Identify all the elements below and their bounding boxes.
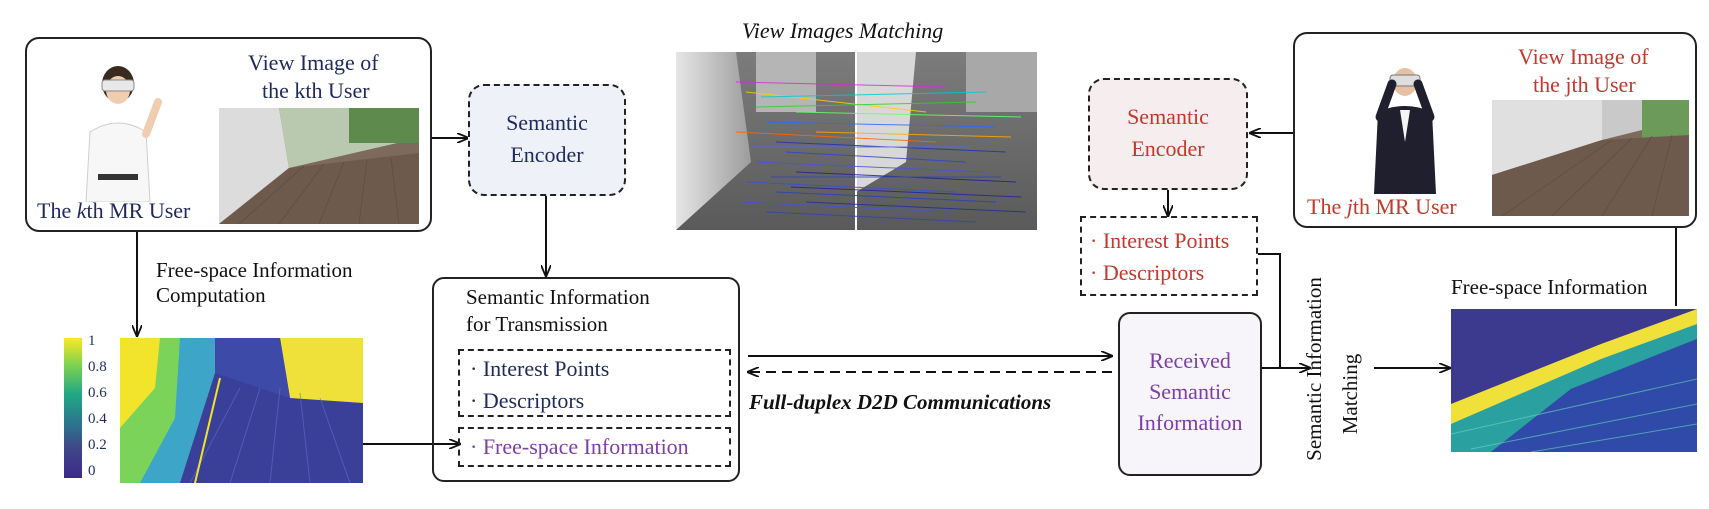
colorbar-tick-label: 0.6 [88, 385, 107, 401]
kth-user-figure [68, 62, 168, 203]
encoder-left-line2: Encoder [510, 142, 584, 167]
kth-user-panel [25, 37, 432, 232]
kth-view-image [219, 108, 419, 224]
transmission-item-freespace: · Free-space Information [470, 434, 689, 459]
colorbar-tick-label: 0 [88, 463, 96, 479]
transmission-title-line1: Semantic Information [466, 285, 650, 309]
received-line1: Received [1149, 348, 1231, 373]
freespace-computation-line1: Free-space Information [156, 258, 353, 282]
transmission-panel [432, 277, 740, 482]
right-item-descriptors: · Descriptors [1090, 260, 1205, 285]
transmission-item-descriptors: · Descriptors [470, 388, 585, 413]
jth-view-title-line1: View Image of [1518, 44, 1649, 69]
colorbar-tick-label: 1 [88, 333, 96, 349]
colorbar [64, 338, 82, 478]
matching-image-drawing [676, 52, 1037, 230]
jth-user-panel [1293, 32, 1697, 228]
matching-label: Semantic Information Matching [1282, 272, 1402, 466]
colorbar-tick-label: 0.2 [88, 437, 107, 453]
d2d-label: Full-duplex D2D Communications [749, 390, 1052, 414]
jth-view-title-line2: the jth User [1533, 72, 1636, 97]
matching-image [676, 52, 1037, 230]
jth-heatmap-drawing [1451, 309, 1697, 452]
freespace-computation-line2: Computation [156, 283, 266, 307]
woman-mr-headset-icon [85, 66, 162, 203]
freespace-output-title: Free-space Information [1451, 275, 1648, 299]
man-mr-headset-icon [1374, 68, 1436, 194]
transmission-points-group [458, 349, 731, 417]
kth-user-label-post: th MR User [86, 198, 191, 223]
kth-freespace-heatmap [120, 338, 363, 483]
jth-user-label: The jth MR User [1307, 196, 1457, 218]
encoder-right-line2: Encoder [1131, 136, 1205, 161]
right-points-group [1080, 216, 1258, 296]
kth-view-title-line1: View Image of [248, 50, 379, 75]
kth-heatmap-drawing [120, 338, 363, 483]
matching-line1: Semantic Information [1302, 277, 1326, 461]
colorbar-tick-label: 0.4 [88, 411, 107, 427]
received-line2: Semantic [1149, 379, 1231, 404]
kth-user-label-pre: The [37, 198, 77, 223]
kth-corridor-photo [219, 108, 419, 224]
received-semantic-panel [1118, 312, 1262, 476]
semantic-encoder-left [468, 84, 626, 196]
encoder-left-line1: Semantic [506, 110, 588, 135]
kth-view-title-line2: the kth User [262, 78, 370, 103]
right-item-interest-points: · Interest Points [1090, 228, 1230, 253]
kth-user-label: The kth MR User [37, 200, 190, 222]
kth-user-label-italic: k [76, 198, 87, 223]
jth-freespace-heatmap [1451, 309, 1697, 452]
transmission-item-interest-points: · Interest Points [470, 356, 610, 381]
jth-user-label-italic: j [1346, 194, 1353, 219]
jth-view-image [1492, 100, 1689, 216]
matching-line2: Matching [1338, 353, 1362, 435]
jth-user-label-pre: The [1307, 194, 1347, 219]
received-line3: Information [1137, 410, 1243, 435]
transmission-title-line2: for Transmission [466, 312, 608, 336]
view-matching-title: View Images Matching [742, 18, 944, 43]
jth-corridor-photo [1492, 100, 1689, 216]
jth-user-label-post: th MR User [1352, 194, 1457, 219]
encoder-right-line1: Semantic [1127, 104, 1209, 129]
jth-user-figure [1360, 62, 1450, 194]
transmission-freespace-group [458, 427, 731, 467]
semantic-encoder-right [1088, 78, 1248, 190]
colorbar-tick-label: 0.8 [88, 359, 107, 375]
